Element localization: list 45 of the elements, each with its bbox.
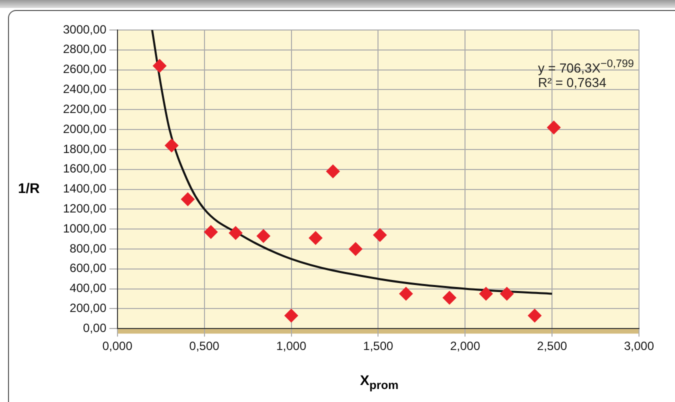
- y-tick-label: 1400,00: [62, 182, 107, 196]
- point: [372, 228, 387, 242]
- y-axis-title: 1/R: [18, 180, 40, 196]
- point: [308, 231, 323, 246]
- point: [180, 192, 195, 206]
- point: [528, 308, 542, 323]
- y-tick-label: 200,00: [70, 301, 107, 316]
- y-tick-label: 600,00: [70, 261, 107, 276]
- point: [348, 242, 363, 256]
- y-tick-label: 1000,00: [62, 221, 107, 236]
- y-tick-label: 2200,00: [62, 102, 107, 116]
- point: [442, 290, 456, 305]
- x-tick-label: 1,000: [276, 339, 307, 354]
- line-series: [151, 30, 554, 295]
- point: [256, 229, 270, 244]
- y-tick-label: 1200,00: [62, 201, 107, 216]
- point: [152, 58, 167, 73]
- y-tick-label: 2000,00: [62, 122, 107, 136]
- point: [228, 226, 243, 240]
- y-tick-label: 1600,00: [62, 162, 107, 176]
- x-axis-title: X$_{prom}$: [360, 372, 398, 392]
- annotation: y = 706,3X$^{−0,799}$: [538, 58, 634, 76]
- y-tick-label: 2800,00: [62, 42, 107, 56]
- point: [204, 225, 218, 240]
- point: [478, 286, 493, 301]
- point: [500, 286, 514, 301]
- point: [399, 286, 414, 301]
- y-tick-label: 1800,00: [62, 142, 107, 156]
- x-tick-label: 2,000: [450, 339, 480, 354]
- point: [546, 120, 561, 135]
- y-tick-label: 800,00: [70, 241, 107, 256]
- y-tick-label: 3000,00: [62, 22, 107, 36]
- x-tick-label: 2,500: [537, 339, 568, 354]
- point: [164, 138, 179, 152]
- x-tick-label: 1,500: [363, 339, 394, 354]
- point: [284, 308, 298, 323]
- x-tick-label: 0,500: [189, 339, 220, 354]
- y-tick-label: 2400,00: [62, 82, 107, 96]
- x-tick-label: 3,000: [624, 339, 654, 354]
- y-tick-label: 400,00: [70, 281, 107, 296]
- annotation: R² = 0,7634: [538, 75, 606, 90]
- point: [326, 164, 340, 178]
- y-tick-label: 0,00: [83, 320, 107, 335]
- y-tick-label: 2600,00: [62, 62, 107, 76]
- x-tick-label: 0,000: [102, 339, 133, 354]
